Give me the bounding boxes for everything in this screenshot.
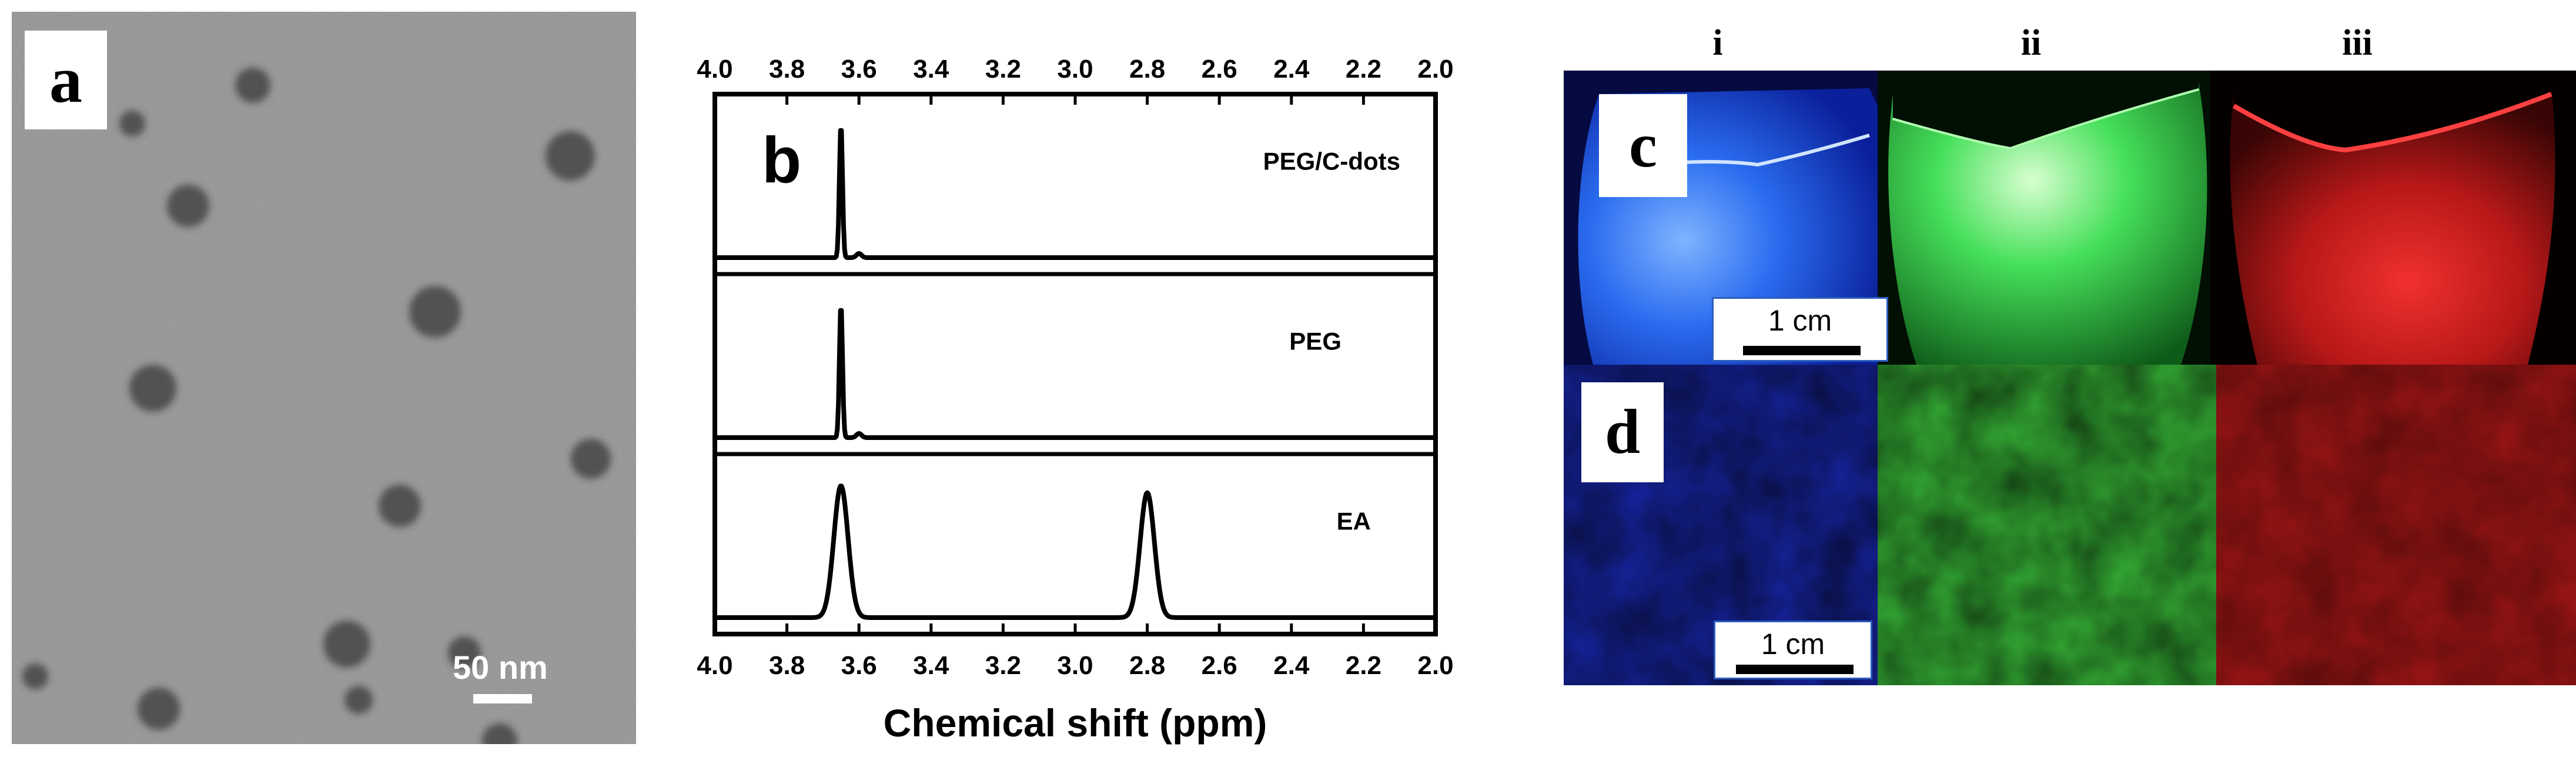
x-tick-label-top: 3.2 [985,55,1021,84]
series-label: PEG/C-dots [1263,148,1400,175]
film-photos [1564,365,2576,685]
x-tick-label-bottom: 2.0 [1417,651,1453,680]
spectrum-line [713,128,1437,260]
x-tick-label-top: 3.6 [841,55,877,84]
x-tick-label-bottom: 3.4 [913,651,949,680]
nanoparticle [379,485,421,527]
nanoparticle [22,663,48,689]
x-tick-label-top: 2.2 [1346,55,1381,84]
nanoparticle [235,68,270,103]
spectrum-line [713,483,1437,620]
nmr-chart-panel: 4.0 4.0 3.8 3.8 3.6 3.6 3.4 3.4 3.2 3.2 3.0 3.0 2.8 2… [658,0,1493,764]
x-tick-label-top: 2.0 [1417,55,1453,84]
scale-bar [473,694,532,703]
column-header-i: i [1712,23,1723,63]
nmr-chart: 4.0 4.0 3.8 3.8 3.6 3.6 3.4 3.4 3.2 3.2 3.0 3.0 2.8 2… [697,55,1453,745]
x-tick-label-top: 3.0 [1057,55,1093,84]
plot-frame [712,92,1438,636]
x-tick-label-bottom: 4.0 [697,651,732,680]
panel-d-photos: d 1 cm [1564,365,2576,685]
x-tick-label-top: 2.4 [1273,55,1310,84]
x-tick-label-bottom: 2.6 [1202,651,1237,680]
x-tick-label-bottom: 3.2 [985,651,1021,680]
x-tick-label-bottom: 3.6 [841,651,877,680]
nanoparticle [138,688,180,730]
x-tick-label-bottom: 2.4 [1273,651,1310,680]
scale-box-d: 1 cm [1714,621,1872,679]
nanoparticle [546,131,595,181]
panel-label-a: a [25,31,107,129]
x-tick-label-top: 3.4 [913,55,949,84]
nanoparticle [409,286,461,338]
nanoparticle [482,723,517,744]
tem-image-panel: a 50 nm [12,12,636,744]
column-header-ii: ii [2020,23,2042,63]
panel-label-d: d [1581,382,1664,482]
scale-label-c: 1 cm [1768,304,1832,337]
cup-photos [1564,71,2576,365]
nanoparticle [167,185,209,227]
x-tick-label-top: 3.8 [769,55,805,84]
series-label: PEG [1289,328,1341,355]
tem-micrograph [12,12,636,744]
x-tick-label-top: 2.8 [1129,55,1165,84]
scale-bar-c [1743,346,1861,355]
scale-bar-d [1736,665,1854,674]
nanoparticle [571,439,611,479]
series-label: EA [1337,508,1371,535]
panel-c-photos: c 1 cm [1564,71,2576,365]
nanoparticle [448,636,481,669]
nanoparticle [344,686,373,714]
scale-box-c: 1 cm [1712,297,1888,362]
spectrum-line [713,308,1437,440]
x-tick-label-bottom: 3.8 [769,651,805,680]
x-axis-label: Chemical shift (ppm) [884,701,1267,745]
x-tick-label-top: 4.0 [697,55,732,84]
scale-label-d: 1 cm [1761,628,1825,661]
nanoparticle [119,111,145,136]
x-tick-label-bottom: 2.2 [1346,651,1381,680]
x-tick-label-bottom: 3.0 [1057,651,1093,680]
photo-panels: i ii iii [1552,0,2576,764]
nanoparticle [323,621,370,668]
x-tick-label-top: 2.6 [1202,55,1237,84]
x-tick-label-bottom: 2.8 [1129,651,1165,680]
panel-label-b: b [762,124,801,196]
panel-label-c: c [1599,94,1687,197]
scale-bar-label: 50 nm [453,649,548,686]
column-header-iii: iii [2342,23,2373,63]
nanoparticle [129,365,176,412]
